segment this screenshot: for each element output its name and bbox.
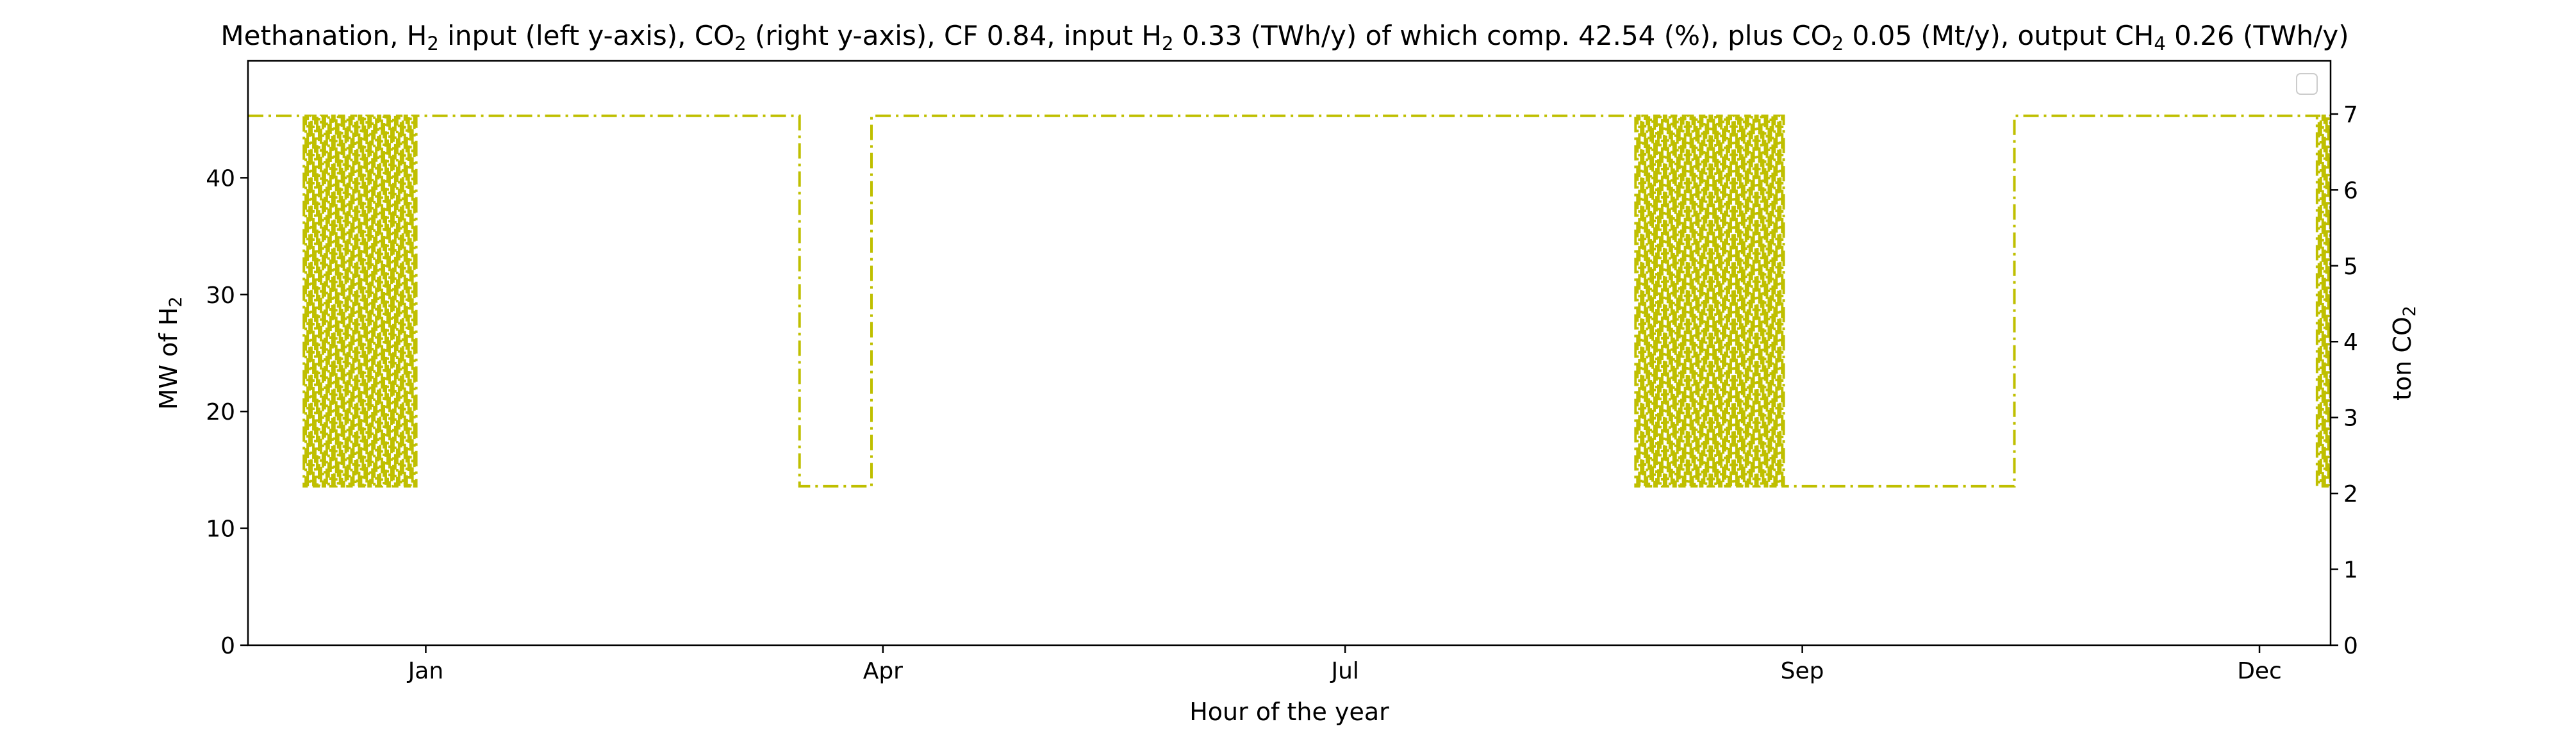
right-tick-label: 5	[2343, 254, 2358, 280]
series-line	[248, 114, 2331, 488]
left-tick-label: 10	[206, 516, 235, 543]
title-part-2: input (left y-axis), CO	[439, 20, 734, 51]
title-part-6: 0.26 (TWh/y)	[2166, 20, 2349, 51]
title-subscript-4: 2	[1832, 33, 1844, 54]
right-tick-label: 0	[2343, 633, 2358, 659]
x-tick-label: Jan	[407, 658, 444, 684]
right-tick-label: 6	[2343, 177, 2358, 204]
right-tick-label: 1	[2343, 557, 2358, 584]
x-axis: Jan Apr Jul Sep Dec	[407, 645, 2282, 684]
left-tick-label: 20	[206, 399, 235, 425]
series-layer	[248, 114, 2331, 488]
right-tick-label: 7	[2343, 102, 2358, 128]
right-axis-label: ton CO2	[2388, 306, 2420, 400]
legend-box	[2296, 73, 2318, 95]
left-axis-label-main: MW of H	[154, 308, 183, 410]
left-tick-label: 0	[220, 633, 235, 659]
title-part-3: (right y-axis), CF 0.84, input H	[747, 20, 1162, 51]
right-axis-label-subscript: 2	[2400, 306, 2420, 317]
title-subscript-3: 2	[1162, 33, 1173, 54]
x-tick-label: Dec	[2237, 658, 2282, 684]
x-tick-label: Sep	[1781, 658, 1824, 684]
title-part-5: 0.05 (Mt/y), output CH	[1844, 20, 2154, 51]
left-axis: 0 10 20 30 40	[206, 165, 248, 659]
right-tick-label: 2	[2343, 481, 2358, 507]
left-tick-label: 40	[206, 165, 235, 192]
title-subscript-1: 2	[427, 33, 438, 54]
x-axis-label: Hour of the year	[1189, 698, 1389, 726]
x-tick-label: Jul	[1330, 658, 1358, 684]
x-tick-label: Apr	[863, 658, 903, 684]
left-axis-label-subscript: 2	[166, 297, 186, 308]
right-axis-label-main: ton CO	[2388, 317, 2416, 400]
left-axis-label: MW of H2	[154, 297, 186, 410]
title-part-1: Methanation, H	[220, 20, 427, 51]
title-subscript-2: 2	[734, 33, 746, 54]
plot-frame	[247, 60, 2332, 646]
title-subscript-5: 4	[2154, 33, 2165, 54]
right-axis: 0 1 2 3 4 5 6 7	[2331, 102, 2358, 659]
right-tick-label: 3	[2343, 406, 2358, 432]
title-part-4: 0.33 (TWh/y) of which comp. 42.54 (%), p…	[1173, 20, 1831, 51]
left-tick-label: 30	[206, 283, 235, 309]
right-tick-label: 4	[2343, 329, 2358, 356]
chart-title: Methanation, H2 input (left y-axis), CO2…	[220, 20, 2349, 54]
